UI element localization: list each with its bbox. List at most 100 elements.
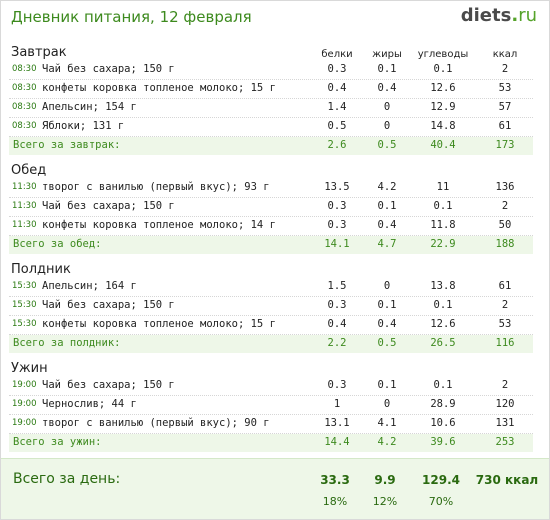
food-name[interactable]: Апельсин; 164 г xyxy=(42,280,137,292)
food-row[interactable]: 08:30 Чай без сахара; 150 г 0.3 0.1 0.1 2 xyxy=(9,61,533,80)
food-fat: 0 xyxy=(383,398,391,410)
food-name[interactable]: Чай без сахара; 150 г xyxy=(42,63,175,75)
diary-table: Завтрак белки жиры углеводы ккал 08:30 Чай без… xyxy=(9,43,533,458)
column-header-fat: жиры xyxy=(372,49,402,60)
food-row[interactable]: 08:30 Яблоки; 131 г 0.5 0 14.8 61 xyxy=(9,118,533,137)
food-kcal: 2 xyxy=(501,379,509,391)
meal-total-kcal: 173 xyxy=(495,139,515,151)
meal-total-label: Всего за обед: xyxy=(13,238,102,250)
food-fat: 0 xyxy=(383,101,391,113)
food-row[interactable]: 15:30 конфеты коровка топленое молоко; 15… xyxy=(9,316,533,335)
food-time: 08:30 xyxy=(12,102,37,112)
day-carbs: 129.4 xyxy=(422,473,460,487)
food-name[interactable]: творог с ванилью (первый вкус); 90 г xyxy=(42,417,270,429)
food-name[interactable]: конфеты коровка топленое молоко; 15 г xyxy=(42,318,276,330)
food-row[interactable]: 08:30 Апельсин; 154 г 1.4 0 12.9 57 xyxy=(9,99,533,118)
food-kcal: 61 xyxy=(498,120,512,132)
day-fat: 9.9 xyxy=(374,473,396,487)
logo-name: diets xyxy=(460,5,512,26)
meal-total-protein: 2.6 xyxy=(327,139,347,151)
meal-total-carbs: 26.5 xyxy=(430,337,456,349)
food-kcal: 2 xyxy=(501,299,509,311)
meal-total-fat: 0.5 xyxy=(377,139,397,151)
meal-section: Обед 11:30 творог с ванилью (первый вкус);… xyxy=(9,161,533,260)
food-time: 11:30 xyxy=(12,182,37,192)
food-name[interactable]: конфеты коровка топленое молоко; 15 г xyxy=(42,82,276,94)
meal-total-label: Всего за полдник: xyxy=(13,337,121,349)
food-protein: 0.4 xyxy=(327,82,347,94)
day-protein: 33.3 xyxy=(320,473,350,487)
food-protein: 0.3 xyxy=(327,299,347,311)
meal-total-carbs: 39.6 xyxy=(430,436,456,448)
meal-total-fat: 4.7 xyxy=(377,238,397,250)
site-logo[interactable]: diets.ru xyxy=(461,5,537,26)
column-header-carbs: углеводы xyxy=(417,49,469,60)
meal-total-protein: 2.2 xyxy=(327,337,347,349)
food-carbs: 10.6 xyxy=(430,417,456,429)
food-name[interactable]: Чай без сахара; 150 г xyxy=(42,200,175,212)
food-time: 15:30 xyxy=(12,300,37,310)
food-carbs: 12.9 xyxy=(430,101,456,113)
food-protein: 13.1 xyxy=(324,417,350,429)
food-time: 11:30 xyxy=(12,201,37,211)
food-name[interactable]: конфеты коровка топленое молоко; 14 г xyxy=(42,219,276,231)
food-row[interactable]: 19:00 Чернослив; 44 г 1 0 28.9 120 xyxy=(9,396,533,415)
day-total: Всего за день: 33.3 9.9 129.4 730 ккал 1… xyxy=(1,458,549,519)
food-row[interactable]: 11:30 Чай без сахара; 150 г 0.3 0.1 0.1 2 xyxy=(9,198,533,217)
food-time: 19:00 xyxy=(12,380,37,390)
food-kcal: 50 xyxy=(498,219,512,231)
food-name[interactable]: Чернослив; 44 г xyxy=(42,398,137,410)
meal-total-label: Всего за ужин: xyxy=(13,436,102,448)
food-carbs: 13.8 xyxy=(430,280,456,292)
meal-total-kcal: 116 xyxy=(495,337,515,349)
meal-total-row: Всего за полдник: 2.2 0.5 26.5 116 xyxy=(9,335,533,353)
meal-total-carbs: 22.9 xyxy=(430,238,456,250)
food-protein: 1 xyxy=(333,398,341,410)
food-name[interactable]: творог с ванилью (первый вкус); 93 г xyxy=(42,181,270,193)
food-fat: 0.1 xyxy=(377,63,397,75)
page-header: Дневник питания, 12 февраля diets.ru xyxy=(1,1,549,31)
meal-total-row: Всего за завтрак: 2.6 0.5 40.4 173 xyxy=(9,137,533,155)
food-row[interactable]: 15:30 Чай без сахара; 150 г 0.3 0.1 0.1 2 xyxy=(9,297,533,316)
food-protein: 0.4 xyxy=(327,318,347,330)
food-name[interactable]: Чай без сахара; 150 г xyxy=(42,379,175,391)
food-row[interactable]: 11:30 конфеты коровка топленое молоко; 14… xyxy=(9,217,533,236)
food-name[interactable]: Яблоки; 131 г xyxy=(42,120,125,132)
day-kcal: 730 ккал xyxy=(475,473,539,487)
food-row[interactable]: 19:00 творог с ванилью (первый вкус); 90 … xyxy=(9,415,533,434)
logo-tld: ru xyxy=(518,5,537,26)
food-carbs: 12.6 xyxy=(430,82,456,94)
meal-total-fat: 4.2 xyxy=(377,436,397,448)
meal-section: Полдник 15:30 Апельсин; 164 г 1.5 0 13.8 61 15:… xyxy=(9,260,533,359)
meal-total-protein: 14.1 xyxy=(324,238,350,250)
meal-total-protein: 14.4 xyxy=(324,436,350,448)
food-kcal: 120 xyxy=(495,398,515,410)
food-fat: 0.1 xyxy=(377,299,397,311)
food-row[interactable]: 08:30 конфеты коровка топленое молоко; 15… xyxy=(9,80,533,99)
food-time: 08:30 xyxy=(12,121,37,131)
food-carbs: 0.1 xyxy=(433,379,453,391)
day-carbs-percent: 70% xyxy=(428,495,454,508)
meal-title: Полдник xyxy=(11,262,71,277)
food-row[interactable]: 15:30 Апельсин; 164 г 1.5 0 13.8 61 xyxy=(9,278,533,297)
food-kcal: 136 xyxy=(495,181,515,193)
food-protein: 1.4 xyxy=(327,101,347,113)
food-row[interactable]: 11:30 творог с ванилью (первый вкус); 93 … xyxy=(9,179,533,198)
meal-total-label: Всего за завтрак: xyxy=(13,139,121,151)
food-time: 15:30 xyxy=(12,319,37,329)
food-time: 08:30 xyxy=(12,83,37,93)
day-total-label: Всего за день: xyxy=(13,471,121,487)
food-row[interactable]: 19:00 Чай без сахара; 150 г 0.3 0.1 0.1 2 xyxy=(9,377,533,396)
food-name[interactable]: Апельсин; 154 г xyxy=(42,101,137,113)
food-time: 19:00 xyxy=(12,399,37,409)
meal-header: Обед xyxy=(9,161,533,179)
food-fat: 0.4 xyxy=(377,318,397,330)
food-fat: 0.4 xyxy=(377,219,397,231)
food-kcal: 53 xyxy=(498,82,512,94)
meal-title: Завтрак xyxy=(11,45,67,60)
logo-dot: . xyxy=(511,5,519,26)
food-name[interactable]: Чай без сахара; 150 г xyxy=(42,299,175,311)
meal-total-kcal: 253 xyxy=(495,436,515,448)
day-fat-percent: 12% xyxy=(372,495,398,508)
food-carbs: 0.1 xyxy=(433,200,453,212)
